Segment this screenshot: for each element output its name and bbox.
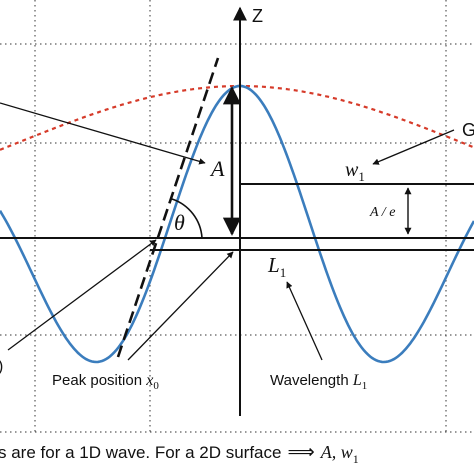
arrow-wavelength bbox=[286, 281, 323, 361]
theta-arc bbox=[171, 198, 203, 239]
wavelength-symbol-label: L1 bbox=[267, 253, 286, 280]
a-over-e-label: A / e bbox=[369, 205, 395, 220]
amplitude-label: A bbox=[209, 156, 225, 181]
arrow-to-amplitude bbox=[0, 102, 206, 165]
gaussian-envelope-curve bbox=[0, 84, 474, 151]
tangent-line bbox=[116, 57, 220, 358]
peak-position-label: Peak position x0 bbox=[52, 372, 159, 392]
cut-left-paren: ) bbox=[0, 358, 3, 375]
width-label: w1 bbox=[345, 159, 365, 184]
arrow-peak-position bbox=[127, 251, 234, 361]
baseline bbox=[0, 237, 474, 251]
bottom-caption: s are for a 1D wave. For a 2D surface ⟹ A,… bbox=[0, 442, 359, 466]
arrow-to-width bbox=[372, 129, 455, 165]
wavelength-label: Wavelength L1 bbox=[270, 372, 367, 392]
cut-right-label: G bbox=[462, 120, 474, 140]
annotation-arrows bbox=[0, 102, 455, 361]
theta-label: θ bbox=[174, 210, 185, 235]
z-axis-label: Z bbox=[252, 6, 263, 26]
dotted-grid bbox=[0, 0, 474, 433]
arrow-to-inflection bbox=[7, 239, 157, 351]
wave-curve bbox=[0, 84, 474, 364]
